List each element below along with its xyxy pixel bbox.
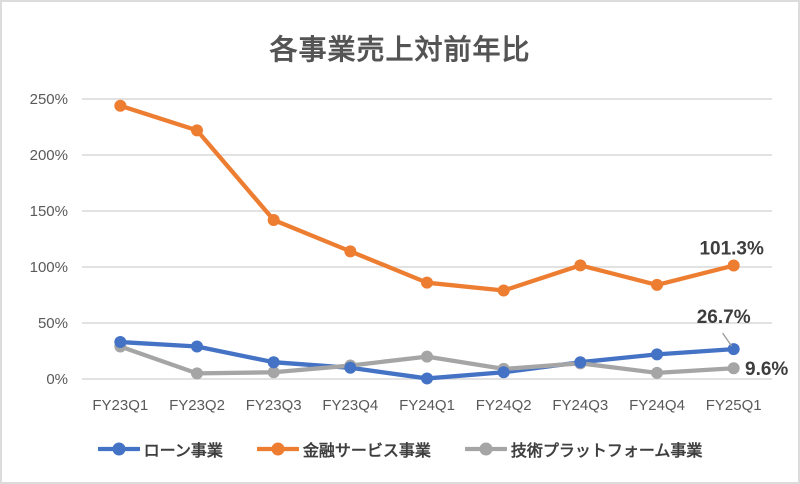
legend-line-marker-icon [256, 442, 299, 456]
series-marker [191, 367, 203, 380]
series-marker [574, 259, 587, 272]
y-axis-tick-label: 100% [30, 259, 68, 276]
x-axis-tick-label: FY23Q1 [92, 397, 148, 414]
series-marker [497, 284, 510, 297]
x-axis-tick-label: FY24Q3 [552, 397, 608, 414]
series-marker [344, 361, 357, 374]
x-axis-tick-label: FY23Q3 [246, 397, 302, 414]
series-marker [191, 124, 203, 137]
series-marker [267, 356, 280, 369]
series-marker [727, 362, 740, 375]
y-axis-tick-label: 0% [46, 371, 68, 388]
legend-label: 技術プラットフォーム事業 [510, 443, 703, 460]
series-marker [727, 259, 740, 272]
y-axis-tick-label: 200% [30, 147, 68, 164]
series-marker [651, 278, 663, 291]
data-label: 101.3% [699, 239, 764, 260]
series-marker [114, 336, 127, 349]
x-axis-tick-label: FY24Q2 [476, 397, 532, 414]
legend-item: ローン事業 [97, 437, 223, 461]
legend-line-marker-icon [464, 442, 507, 456]
legend-label: 金融サービス事業 [302, 443, 431, 460]
series-marker [421, 372, 433, 385]
series-marker [421, 276, 433, 289]
x-axis-tick-label: FY23Q2 [169, 397, 225, 414]
series-line [118, 103, 736, 293]
series-marker [651, 366, 663, 379]
legend-marker-dot [112, 442, 126, 456]
series-marker [191, 340, 203, 353]
series-marker [344, 245, 357, 258]
x-axis-tick-label: FY25Q1 [706, 397, 762, 414]
chart-title: 各事業売上対前年比 [269, 34, 531, 65]
legend-marker-dot [271, 442, 285, 456]
data-label-callout-line [722, 332, 733, 347]
series-marker [497, 366, 510, 379]
series-marker [267, 366, 280, 379]
data-label: 26.7% [697, 307, 751, 328]
series-marker [651, 348, 663, 361]
legend-item: 金融サービス事業 [256, 437, 431, 461]
x-axis-tick-label: FY24Q4 [629, 397, 685, 414]
legend-marker-dot [479, 442, 493, 456]
series-marker [421, 350, 433, 363]
legend-line-marker-icon [97, 442, 140, 456]
chart-legend: ローン事業 金融サービス事業 技術プラットフォーム事業 [2, 433, 798, 465]
data-label: 9.6% [745, 359, 788, 380]
x-axis-tick-label: FY23Q4 [322, 397, 378, 414]
series-marker [114, 99, 127, 112]
x-axis-tick-label: FY24Q1 [399, 397, 455, 414]
y-axis-tick-label: 50% [38, 315, 68, 332]
y-axis-tick-label: 250% [30, 91, 68, 108]
series-marker [574, 356, 587, 369]
legend-item: 技術プラットフォーム事業 [464, 437, 703, 461]
series-marker [267, 213, 280, 226]
series-marker [727, 343, 740, 356]
y-axis-tick-label: 150% [30, 203, 68, 220]
legend-label: ローン事業 [143, 443, 223, 460]
